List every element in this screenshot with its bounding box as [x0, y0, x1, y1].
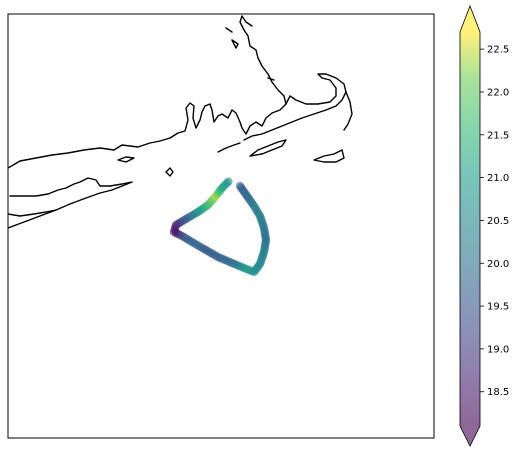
colorbar-tick-label: 21.0: [487, 173, 509, 184]
colorbar-extend-min-triangle: [460, 426, 480, 446]
colorbar-tick-label: 19.0: [487, 344, 509, 355]
coastline-elizabeth-islands: [217, 142, 241, 153]
colorbar-tick-label: 22.0: [487, 87, 509, 98]
coastline-small-islands: [225, 27, 275, 81]
colorbar-fill: [460, 32, 480, 426]
coastline: [8, 15, 353, 229]
colorbar-tick-label: 20.5: [487, 216, 509, 227]
coastline-fishers-island: [117, 156, 135, 163]
coastline-nantucket: [313, 149, 345, 163]
coastline-block-island: [165, 167, 174, 177]
map-background: [8, 14, 434, 438]
coastline-marthas-vineyard: [249, 139, 287, 157]
coastline-cape: [243, 73, 347, 141]
coastline-mainland: [8, 15, 287, 169]
colorbar-ticks: 18.5 19.0 19.5 20.0 20.5 21.0 21.5 22.0 22.5: [480, 45, 509, 398]
colorbar-tick-label: 22.5: [487, 45, 509, 56]
coastline-long-island-south: [8, 209, 57, 217]
colorbar-tick-label: 18.5: [487, 387, 509, 398]
map-frame: [7, 13, 435, 439]
colorbar-outline: [459, 4, 481, 447]
track-marker: [224, 177, 233, 186]
colorbar-tick-label: 21.5: [487, 130, 509, 141]
coastline-cape-tip: [343, 91, 353, 131]
coastline-long-island: [8, 177, 133, 229]
colorbar-extend-max-triangle: [460, 6, 480, 32]
map-panel: [7, 13, 435, 439]
colorbar-tick-label: 20.0: [487, 259, 509, 270]
colorbar: 18.5 19.0 19.5 20.0 20.5 21.0 21.5 22.0 22.5: [459, 4, 509, 447]
track-markers: [169, 177, 271, 277]
colorbar-tick-label: 19.5: [487, 302, 509, 313]
